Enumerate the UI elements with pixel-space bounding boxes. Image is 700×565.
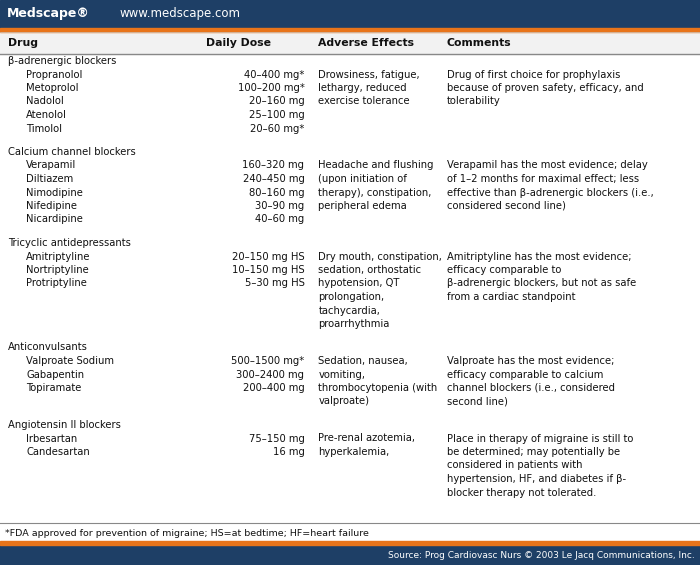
Text: Drowsiness, fatigue,: Drowsiness, fatigue, [318, 69, 420, 80]
Text: Valproate Sodium: Valproate Sodium [27, 356, 114, 366]
Text: Gabapentin: Gabapentin [27, 370, 85, 380]
Bar [0, 32, 700, 54]
Text: Protriptyline: Protriptyline [27, 279, 88, 289]
Text: because of proven safety, efficacy, and: because of proven safety, efficacy, and [447, 83, 643, 93]
Text: www.medscape.com: www.medscape.com [120, 7, 241, 20]
Text: Sedation, nausea,: Sedation, nausea, [318, 356, 408, 366]
Text: efficacy comparable to calcium: efficacy comparable to calcium [447, 370, 603, 380]
Text: Nifedipine: Nifedipine [27, 201, 78, 211]
Text: hypotension, QT: hypotension, QT [318, 279, 400, 289]
Text: hypertension, HF, and diabetes if β-: hypertension, HF, and diabetes if β- [447, 474, 626, 484]
Text: exercise tolerance: exercise tolerance [318, 97, 410, 106]
Bar [0, 545, 700, 565]
Text: tolerability: tolerability [447, 97, 500, 106]
Text: Pre-renal azotemia,: Pre-renal azotemia, [318, 433, 416, 444]
Text: β-adrenergic blockers, but not as safe: β-adrenergic blockers, but not as safe [447, 279, 636, 289]
Text: efficacy comparable to: efficacy comparable to [447, 265, 561, 275]
Text: be determined; may potentially be: be determined; may potentially be [447, 447, 620, 457]
Text: 30–90 mg: 30–90 mg [256, 201, 304, 211]
Text: Calcium channel blockers: Calcium channel blockers [8, 147, 136, 157]
Text: 240–450 mg: 240–450 mg [243, 174, 304, 184]
Text: Topiramate: Topiramate [27, 383, 82, 393]
Text: Candesartan: Candesartan [27, 447, 90, 457]
Text: 16 mg: 16 mg [272, 447, 304, 457]
Text: channel blockers (i.e., considered: channel blockers (i.e., considered [447, 383, 615, 393]
Text: 300–2400 mg: 300–2400 mg [237, 370, 304, 380]
Text: Atenolol: Atenolol [27, 110, 67, 120]
Text: Medscape®: Medscape® [7, 7, 90, 20]
Text: 10–150 mg HS: 10–150 mg HS [232, 265, 304, 275]
Text: vomiting,: vomiting, [318, 370, 365, 380]
Text: Comments: Comments [447, 38, 511, 48]
Text: Tricyclic antidepressants: Tricyclic antidepressants [8, 238, 132, 248]
Text: Amitriptyline: Amitriptyline [27, 251, 91, 262]
Text: Metoprolol: Metoprolol [27, 83, 79, 93]
Text: Drug of first choice for prophylaxis: Drug of first choice for prophylaxis [447, 69, 620, 80]
Text: 75–150 mg: 75–150 mg [248, 433, 304, 444]
Text: 500–1500 mg*: 500–1500 mg* [231, 356, 304, 366]
Text: considered in patients with: considered in patients with [447, 460, 582, 471]
Text: tachycardia,: tachycardia, [318, 306, 380, 315]
Text: Nortriptyline: Nortriptyline [27, 265, 89, 275]
Text: effective than β-adrenergic blockers (i.e.,: effective than β-adrenergic blockers (i.… [447, 188, 653, 198]
Text: peripheral edema: peripheral edema [318, 201, 407, 211]
Text: 5–30 mg HS: 5–30 mg HS [244, 279, 304, 289]
Text: (upon initiation of: (upon initiation of [318, 174, 407, 184]
Text: 20–60 mg*: 20–60 mg* [250, 124, 304, 133]
Text: considered second line): considered second line) [447, 201, 566, 211]
Text: from a cardiac standpoint: from a cardiac standpoint [447, 292, 575, 302]
Text: second line): second line) [447, 397, 508, 406]
Text: Angiotensin II blockers: Angiotensin II blockers [8, 420, 121, 430]
Text: 80–160 mg: 80–160 mg [249, 188, 304, 198]
Text: Daily Dose: Daily Dose [206, 38, 272, 48]
Text: Nicardipine: Nicardipine [27, 215, 83, 224]
Text: valproate): valproate) [318, 397, 370, 406]
Text: lethargy, reduced: lethargy, reduced [318, 83, 407, 93]
Text: 200–400 mg: 200–400 mg [243, 383, 304, 393]
Text: *FDA approved for prevention of migraine; HS=at bedtime; HF=heart failure: *FDA approved for prevention of migraine… [5, 529, 369, 538]
Text: Drug: Drug [8, 38, 38, 48]
Text: Nadolol: Nadolol [27, 97, 64, 106]
Text: Valproate has the most evidence;: Valproate has the most evidence; [447, 356, 614, 366]
Text: Verapamil: Verapamil [27, 160, 77, 171]
Text: Nimodipine: Nimodipine [27, 188, 83, 198]
Text: proarrhythmia: proarrhythmia [318, 319, 390, 329]
Text: hyperkalemia,: hyperkalemia, [318, 447, 390, 457]
Text: Irbesartan: Irbesartan [27, 433, 78, 444]
Text: Adverse Effects: Adverse Effects [318, 38, 414, 48]
Text: Timolol: Timolol [27, 124, 62, 133]
Text: thrombocytopenia (with: thrombocytopenia (with [318, 383, 438, 393]
Text: β-adrenergic blockers: β-adrenergic blockers [8, 56, 117, 66]
Text: Amitriptyline has the most evidence;: Amitriptyline has the most evidence; [447, 251, 631, 262]
Text: blocker therapy not tolerated.: blocker therapy not tolerated. [447, 488, 596, 498]
Text: 40–60 mg: 40–60 mg [256, 215, 304, 224]
Text: Place in therapy of migraine is still to: Place in therapy of migraine is still to [447, 433, 633, 444]
Text: Anticonvulsants: Anticonvulsants [8, 342, 88, 353]
Text: Diltiazem: Diltiazem [27, 174, 74, 184]
Text: Verapamil has the most evidence; delay: Verapamil has the most evidence; delay [447, 160, 648, 171]
Text: 40–400 mg*: 40–400 mg* [244, 69, 304, 80]
Text: 160–320 mg: 160–320 mg [242, 160, 304, 171]
Bar [0, 28, 700, 32]
Text: Dry mouth, constipation,: Dry mouth, constipation, [318, 251, 442, 262]
Bar [0, 0, 700, 28]
Text: prolongation,: prolongation, [318, 292, 384, 302]
Text: 25–100 mg: 25–100 mg [248, 110, 304, 120]
Text: of 1–2 months for maximal effect; less: of 1–2 months for maximal effect; less [447, 174, 638, 184]
Text: Propranolol: Propranolol [27, 69, 83, 80]
Text: Headache and flushing: Headache and flushing [318, 160, 434, 171]
Text: Source: Prog Cardiovasc Nurs © 2003 Le Jacq Communications, Inc.: Source: Prog Cardiovasc Nurs © 2003 Le J… [389, 550, 695, 559]
Text: 100–200 mg*: 100–200 mg* [237, 83, 304, 93]
Text: 20–160 mg: 20–160 mg [248, 97, 304, 106]
Bar [0, 541, 700, 545]
Text: therapy), constipation,: therapy), constipation, [318, 188, 432, 198]
Text: sedation, orthostatic: sedation, orthostatic [318, 265, 421, 275]
Text: 20–150 mg HS: 20–150 mg HS [232, 251, 304, 262]
